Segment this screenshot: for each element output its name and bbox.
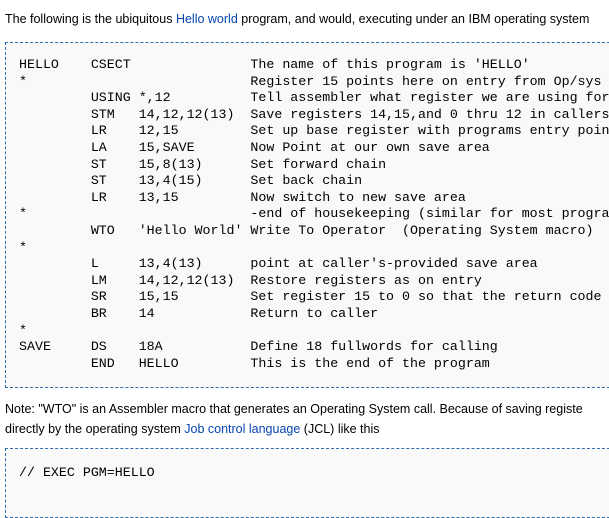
code-line: * [19, 239, 27, 255]
code-block: HELLO CSECT The name of this program is … [5, 42, 609, 388]
page: The following is the ubiquitous Hello wo… [5, 12, 609, 518]
code-line: LR 12,15 Set up base register with progr… [19, 123, 609, 139]
code-line: L 13,4(13) point at caller's-provided sa… [19, 256, 538, 272]
text: The following is the ubiquitous [5, 12, 176, 26]
code-line: STM 14,12,12(13) Save registers 14,15,an… [19, 106, 609, 122]
code-line: ST 15,8(13) Set forward chain [19, 156, 387, 172]
code-line: * -end of housekeeping (similar for most… [19, 206, 609, 222]
code-line: LA 15,SAVE Now Point at our own save are… [19, 139, 490, 155]
intro: The following is the ubiquitous Hello wo… [5, 12, 589, 26]
link[interactable]: Job control language [184, 422, 301, 436]
code-line: USING *,12 Tell assembler what register … [19, 90, 609, 106]
link[interactable]: Hello world [175, 12, 238, 26]
code-line: * Register 15 points here on entry from … [19, 73, 602, 89]
note-line: directly by the operating system Job con… [5, 422, 380, 436]
text: program, and would, executing under an I… [237, 12, 590, 26]
text: directly by the operating system [5, 422, 185, 436]
code-line: WTO 'Hello World' Write To Operator (Ope… [19, 222, 594, 238]
note-line: Note: "WTO" is an Assembler macro that g… [5, 402, 583, 416]
code-line: HELLO CSECT The name of this program is … [19, 57, 530, 72]
code-line: END HELLO This is the end of the program [19, 355, 490, 371]
code-line: // EXEC PGM=HELLO [19, 465, 155, 480]
code-block: // EXEC PGM=HELLO [5, 448, 609, 518]
text: (JCL) like this [300, 422, 380, 436]
code-line: LM 14,12,12(13) Restore registers as on … [19, 272, 482, 288]
text: Note: "WTO" is an Assembler macro that g… [5, 402, 583, 416]
code-line: SR 15,15 Set register 15 to 0 so that th… [19, 289, 602, 305]
code-line: LR 13,15 Now switch to new save area [19, 189, 466, 205]
code-line: * [19, 322, 27, 338]
code-line: BR 14 Return to caller [19, 305, 379, 321]
code-line: SAVE DS 18A Define 18 fullwords for call… [19, 339, 498, 355]
code-line: ST 13,4(15) Set back chain [19, 173, 363, 189]
